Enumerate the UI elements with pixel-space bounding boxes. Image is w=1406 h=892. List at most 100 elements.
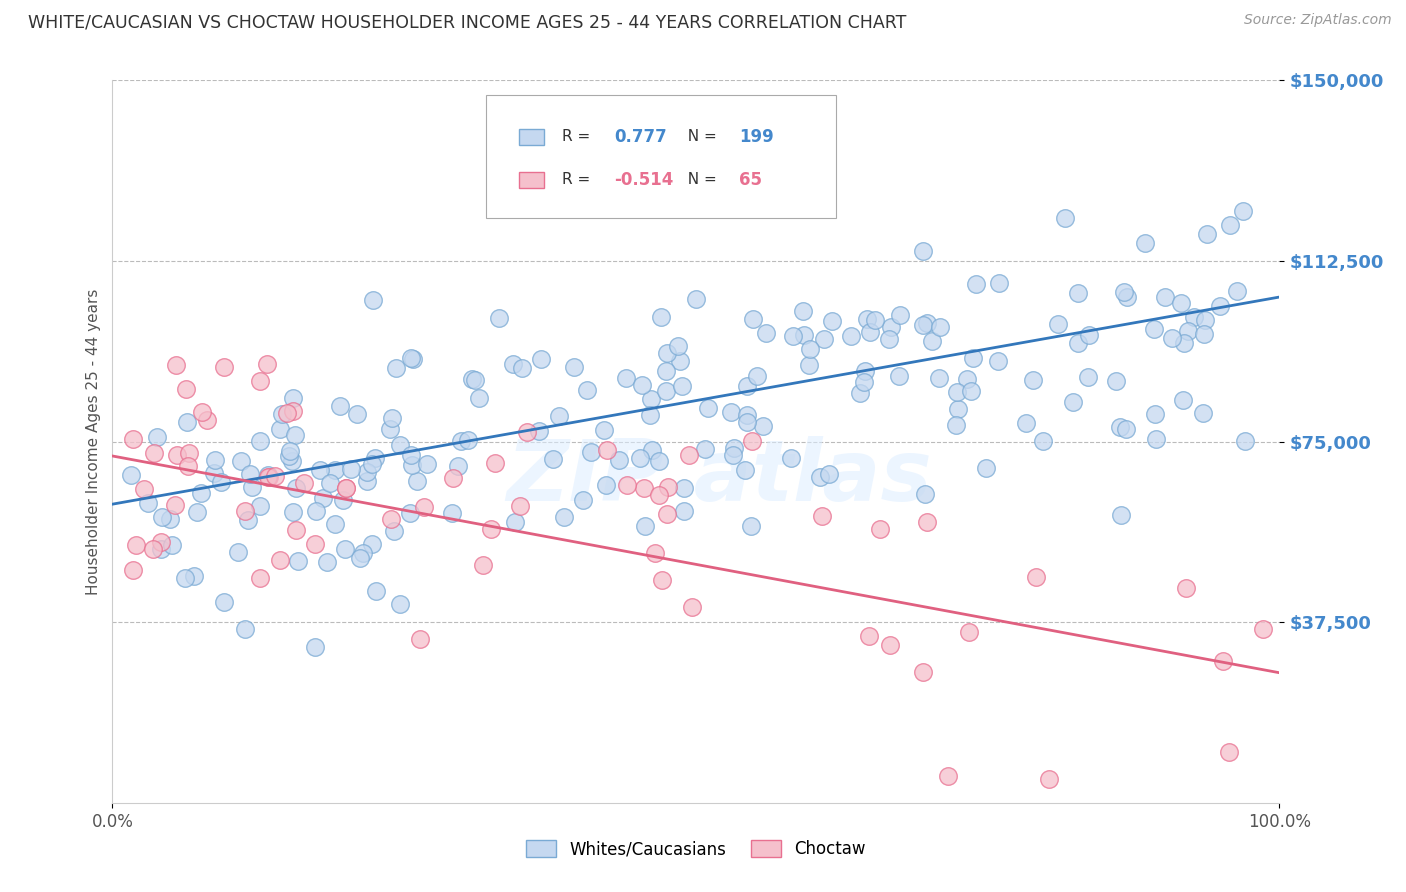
Point	[389, 597, 412, 611]
Point	[737, 379, 759, 393]
Point	[527, 424, 550, 438]
Point	[1219, 219, 1241, 233]
Point	[323, 463, 346, 477]
Point	[502, 357, 524, 371]
Point	[283, 505, 305, 519]
Point	[696, 401, 718, 416]
Point	[648, 453, 671, 467]
Point	[879, 638, 901, 652]
Point	[381, 411, 404, 425]
Point	[945, 418, 967, 433]
Point	[614, 371, 637, 385]
Point	[793, 327, 815, 342]
Point	[249, 571, 271, 585]
Point	[965, 277, 987, 291]
Point	[633, 482, 655, 496]
Point	[564, 359, 586, 374]
Point	[212, 359, 235, 374]
Point	[212, 595, 235, 609]
Point	[402, 351, 425, 366]
Point	[657, 480, 679, 494]
Text: N =: N =	[679, 129, 723, 145]
Point	[401, 458, 423, 473]
Point	[173, 571, 195, 585]
Point	[385, 361, 408, 376]
Legend: Whites/Caucasians, Choctaw: Whites/Caucasians, Choctaw	[517, 832, 875, 867]
Point	[284, 523, 307, 537]
Point	[143, 446, 166, 460]
Point	[165, 498, 187, 512]
Text: N =: N =	[679, 172, 723, 187]
Point	[319, 476, 342, 491]
Point	[579, 444, 602, 458]
Point	[305, 503, 328, 517]
Point	[946, 402, 969, 417]
Point	[1062, 395, 1084, 409]
Point	[132, 482, 155, 496]
Point	[671, 378, 693, 392]
Text: R =: R =	[562, 129, 595, 145]
Point	[281, 454, 304, 468]
Point	[202, 466, 225, 480]
Point	[149, 541, 172, 556]
Point	[1144, 432, 1167, 446]
Point	[1112, 285, 1135, 299]
Point	[817, 467, 839, 481]
Point	[472, 558, 495, 573]
Point	[869, 522, 891, 536]
Point	[813, 332, 835, 346]
Point	[1143, 322, 1166, 336]
Point	[1233, 434, 1256, 448]
Point	[239, 467, 262, 482]
Point	[190, 486, 212, 500]
Point	[166, 448, 188, 462]
Point	[159, 512, 181, 526]
FancyBboxPatch shape	[519, 128, 544, 145]
Point	[312, 491, 335, 505]
Point	[1032, 434, 1054, 449]
Point	[1192, 327, 1215, 342]
Point	[650, 310, 672, 325]
Point	[855, 311, 877, 326]
Point	[685, 293, 707, 307]
Point	[747, 369, 769, 384]
Point	[1173, 336, 1195, 351]
Point	[352, 546, 374, 560]
Point	[467, 391, 489, 405]
Point	[226, 545, 249, 559]
Point	[839, 329, 862, 343]
Point	[957, 624, 980, 639]
Point	[1115, 290, 1137, 304]
Point	[120, 468, 142, 483]
Point	[1232, 204, 1254, 219]
Point	[740, 519, 762, 533]
Point	[257, 469, 280, 483]
Point	[859, 325, 882, 339]
Point	[186, 505, 208, 519]
Point	[165, 359, 187, 373]
Point	[640, 392, 662, 406]
Point	[315, 555, 337, 569]
Point	[304, 537, 326, 551]
Point	[269, 553, 291, 567]
Point	[655, 384, 678, 399]
Point	[278, 443, 301, 458]
Point	[735, 415, 758, 429]
Point	[263, 469, 285, 483]
Point	[329, 399, 352, 413]
Point	[720, 405, 742, 419]
Point	[460, 372, 482, 386]
Text: Source: ZipAtlas.com: Source: ZipAtlas.com	[1244, 13, 1392, 28]
Point	[666, 339, 689, 353]
Point	[136, 496, 159, 510]
Point	[1191, 406, 1213, 420]
Point	[1212, 654, 1234, 668]
Point	[887, 368, 910, 383]
Point	[333, 541, 356, 556]
Point	[399, 448, 422, 462]
Point	[946, 384, 969, 399]
Point	[616, 478, 638, 492]
Point	[276, 406, 298, 420]
FancyBboxPatch shape	[486, 95, 837, 218]
Point	[917, 316, 939, 330]
